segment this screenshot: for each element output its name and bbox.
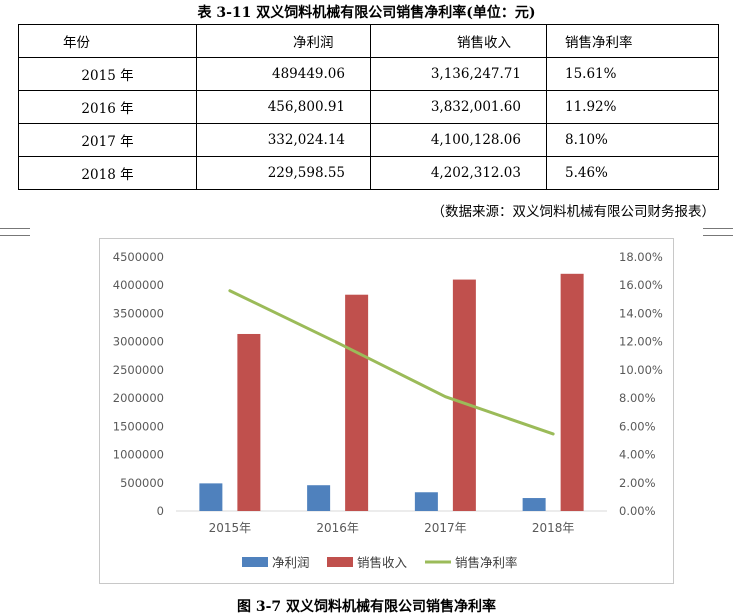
y-left-tick-label: 1000000 [113,448,164,462]
cell-year: 2016 年 [18,90,197,124]
x-tick-label: 2018年 [532,521,575,535]
cell-sales-revenue: 3,832,001.60 [370,90,547,124]
legend-label-net-profit: 净利润 [272,555,310,570]
y-right-tick-label: 10.00% [619,363,663,377]
table-header-row: 年份 净利润 销售收入 销售净利率 [18,24,719,58]
x-tick-label: 2016年 [316,521,359,535]
legend-swatch-sales-revenue [327,557,353,567]
x-tick-label: 2015年 [209,521,252,535]
y-left-tick-label: 2000000 [113,391,164,405]
bar-sales-revenue [237,333,261,511]
y-right-tick-label: 0.00% [619,504,656,518]
y-right-tick-label: 12.00% [619,335,663,349]
cell-net-margin: 5.46% [546,156,719,190]
y-left-tick-label: 4500000 [113,250,164,264]
legend-label-net-margin: 销售净利率 [455,555,518,570]
bar-net-profit [414,492,438,511]
header-year: 年份 [18,24,197,58]
y-left-tick-label: 1500000 [113,419,164,433]
bar-net-profit [307,485,331,511]
right-edge-mark [703,228,733,236]
bar-sales-revenue [452,279,476,511]
bar-net-profit [199,483,223,511]
table-row: 2018 年 229,598.55 4,202,312.03 5.46% [18,156,719,190]
table-row: 2017 年 332,024.14 4,100,128.06 8.10% [18,123,719,157]
table-title: 表 3-11 双义饲料机械有限公司销售净利率(单位：元) [197,5,536,21]
cell-year: 2015 年 [18,57,197,91]
table-row: 2016 年 456,800.91 3,832,001.60 11.92% [18,90,719,124]
x-tick-label: 2017年 [424,521,467,535]
header-sales-revenue: 销售收入 [370,24,547,58]
y-left-tick-label: 3000000 [113,335,164,349]
y-right-tick-label: 18.00% [619,250,663,264]
y-right-tick-label: 4.00% [619,448,656,462]
cell-sales-revenue: 4,100,128.06 [370,123,547,157]
figure-caption: 图 3-7 双义饲料机械有限公司销售净利率 [236,599,497,615]
bar-sales-revenue [345,294,369,511]
y-right-tick-label: 14.00% [619,306,663,320]
chart-frame: 0 500000 1000000 1500000 2000000 2500000 30000… [99,238,674,584]
y-right-tick-label: 6.00% [619,419,656,433]
cell-net-margin: 15.61% [546,57,719,91]
y-left-tick-label: 4000000 [113,278,164,292]
profit-table: 年份 净利润 销售收入 销售净利率 2015 年 489449.06 3,136… [18,24,719,190]
cell-net-profit: 229,598.55 [196,156,371,190]
cell-year: 2018 年 [18,156,197,190]
left-edge-mark [0,228,30,236]
y-right-tick-label: 16.00% [619,278,663,292]
cell-net-profit: 489449.06 [196,57,371,91]
y-left-tick-label: 3500000 [113,306,164,320]
y-right-tick-label: 2.00% [619,476,656,490]
y-left-tick-label: 0 [157,504,164,518]
cell-sales-revenue: 3,136,247.71 [370,57,547,91]
line-net-margin [228,289,555,436]
cell-sales-revenue: 4,202,312.03 [370,156,547,190]
legend-swatch-net-profit [242,557,268,567]
bar-net-profit [522,498,546,511]
cell-net-profit: 456,800.91 [196,90,371,124]
cell-net-margin: 8.10% [546,123,719,157]
cell-net-profit: 332,024.14 [196,123,371,157]
bar-sales-revenue [560,273,584,511]
y-left-tick-label: 2500000 [113,363,164,377]
source-note: （数据来源：双义饲料机械有限公司财务报表） [431,204,716,220]
profit-revenue-chart: 0 500000 1000000 1500000 2000000 2500000 30000… [113,250,663,570]
header-net-margin: 销售净利率 [546,24,719,58]
y-left-tick-label: 500000 [120,476,164,490]
cell-year: 2017 年 [18,123,197,157]
cell-net-margin: 11.92% [546,90,719,124]
legend-label-sales-revenue: 销售收入 [357,555,408,570]
y-right-tick-label: 8.00% [619,391,656,405]
table-row: 2015 年 489449.06 3,136,247.71 15.61% [18,57,719,91]
header-net-profit: 净利润 [196,24,371,58]
